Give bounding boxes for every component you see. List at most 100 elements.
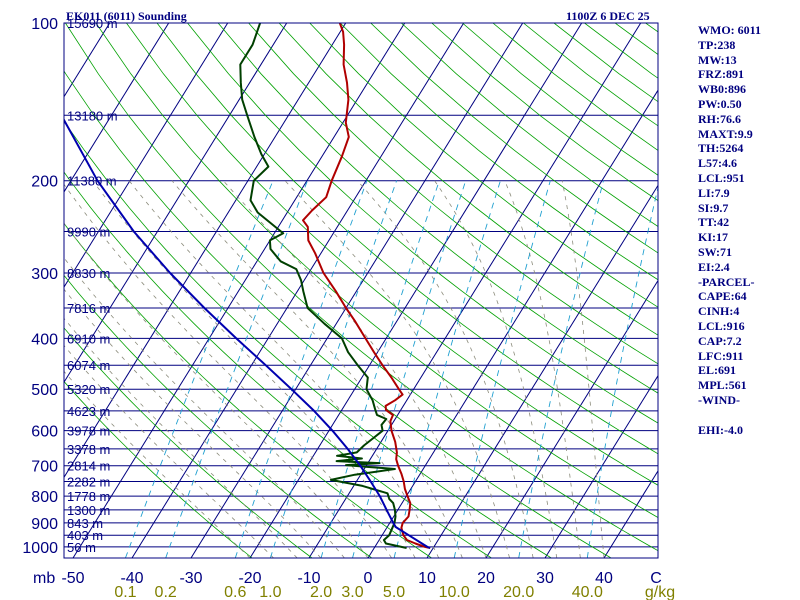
- mixing-ratio-tick-label: 0.1: [114, 584, 136, 600]
- mixing-ratio-line: [586, 185, 658, 558]
- height-label: 1300 m: [67, 503, 110, 518]
- height-label: 1778 m: [67, 489, 110, 504]
- isotherm-line: [64, 23, 229, 288]
- pressure-tick-label: 800: [31, 489, 58, 506]
- mixing-ratio-tick-label: 2.0: [310, 584, 332, 600]
- isotherm-line: [190, 23, 524, 558]
- index-item: LCL:951: [698, 170, 745, 185]
- pressure-unit-label: mb: [33, 570, 55, 587]
- temperature-tick-label: -20: [238, 570, 261, 587]
- temperature-tick-label: -30: [179, 570, 202, 587]
- temperature-tick-label: -10: [297, 570, 320, 587]
- mixing-ratio-line: [320, 180, 440, 558]
- isotherm-line: [249, 23, 583, 558]
- dry-adiabat-line: [64, 120, 552, 558]
- dry-adiabat-line: [370, 23, 658, 254]
- index-item: KI:17: [698, 230, 728, 245]
- mixing-ratio-line: [269, 180, 398, 558]
- index-item: MPL:561: [698, 378, 747, 393]
- height-label: 843 m: [67, 516, 103, 531]
- pressure-tick-label: 300: [31, 266, 58, 283]
- index-item: PW:0.50: [698, 96, 742, 111]
- height-label: 4623 m: [67, 404, 110, 419]
- index-item: MW:13: [698, 52, 737, 67]
- index-item: LCL:916: [698, 318, 745, 333]
- height-label: 403 m: [67, 528, 103, 543]
- dry-adiabat-line: [65, 23, 658, 552]
- isotherm-line: [64, 23, 347, 479]
- mixing-ratio-line: [352, 180, 467, 558]
- index-item: FRZ:891: [698, 67, 744, 82]
- pressure-tick-label: 100: [31, 16, 58, 33]
- index-item: CAP:7.2: [698, 333, 742, 348]
- mixing-ratio-tick-label: 40.0: [572, 584, 603, 600]
- sounding-profiles: [64, 23, 431, 549]
- pressure-tick-label: 700: [31, 459, 58, 476]
- moist-adiabat-line: [223, 180, 487, 558]
- index-item: RH:76.6: [698, 111, 741, 126]
- height-label: 3378 m: [67, 442, 110, 457]
- index-item: EI:2.4: [698, 259, 730, 274]
- isotherm-line: [64, 23, 170, 193]
- moist-adiabat-line: [64, 370, 251, 558]
- index-item: [698, 408, 798, 423]
- height-label: 6910 m: [67, 331, 110, 346]
- index-item: EHI:-4.0: [698, 422, 743, 437]
- temperature-tick-label: 40: [595, 570, 613, 587]
- mixing-ratio-tick-label: 20.0: [503, 584, 534, 600]
- background-grid: [0, 23, 658, 558]
- temperature-tick-label: 0: [364, 570, 373, 587]
- mixing-ratio-tick-label: 0.2: [155, 584, 177, 600]
- index-item: SI:9.7: [698, 200, 729, 215]
- mixing-ratio-tick-label: 10.0: [439, 584, 470, 600]
- temperature-tick-label: 20: [477, 570, 495, 587]
- moist-adiabat-line: [504, 180, 581, 558]
- pressure-tick-label: 500: [31, 382, 58, 399]
- height-label: 8830 m: [67, 266, 110, 281]
- dry-adiabat-line: [187, 23, 658, 424]
- height-label: 6074 m: [67, 358, 110, 373]
- isotherm-line: [308, 23, 642, 558]
- temperature-tick-label: 30: [536, 570, 554, 587]
- chart-title: EK011 (6011) Sounding: [66, 9, 187, 23]
- index-item: SW:71: [698, 244, 733, 259]
- dry-adiabat-line: [64, 380, 253, 558]
- dry-adiabat-line: [278, 23, 658, 336]
- pressure-tick-label: 600: [31, 424, 58, 441]
- index-item: L57:4.6: [698, 156, 737, 171]
- moist-adiabat-line: [128, 180, 440, 558]
- isotherm-line: [544, 374, 658, 558]
- isotherm-line: [131, 23, 465, 558]
- pressure-tick-label: 900: [31, 516, 58, 533]
- index-item: TT:42: [698, 215, 730, 230]
- parcel-profile: [64, 117, 431, 549]
- pressure-tick-label: 400: [31, 331, 58, 348]
- dry-adiabat-line: [95, 23, 658, 518]
- temperature-tick-label: 10: [418, 570, 436, 587]
- dry-adiabat-line: [64, 171, 492, 558]
- height-label: 2282 m: [67, 474, 110, 489]
- dry-adiabat-line: [248, 23, 658, 365]
- temperature-unit-label: C: [650, 570, 662, 587]
- mixing-ratio-tick-label: 1.0: [259, 584, 281, 600]
- height-label: 7816 m: [67, 301, 110, 316]
- index-item: LI:7.9: [698, 185, 730, 200]
- mixing-ratio-tick-label: 0.6: [224, 584, 246, 600]
- height-label: 56 m: [67, 540, 96, 555]
- dry-adiabat-line: [309, 23, 658, 308]
- index-item: EL:691: [698, 363, 737, 378]
- moist-adiabat-line: [64, 344, 274, 558]
- dry-adiabat-line: [64, 70, 612, 558]
- index-item: TH:5264: [698, 141, 744, 156]
- index-item: CINH:4: [698, 304, 740, 319]
- mixing-ratio-line: [165, 180, 308, 558]
- pressure-tick-label: 200: [31, 174, 58, 191]
- index-item: TP:238: [698, 37, 736, 52]
- isotherm-line: [0, 23, 51, 558]
- temperature-tick-label: -50: [61, 570, 84, 587]
- moist-adiabat-line: [357, 180, 534, 558]
- height-label: 13180 m: [67, 108, 118, 123]
- index-item: WB0:896: [698, 82, 746, 97]
